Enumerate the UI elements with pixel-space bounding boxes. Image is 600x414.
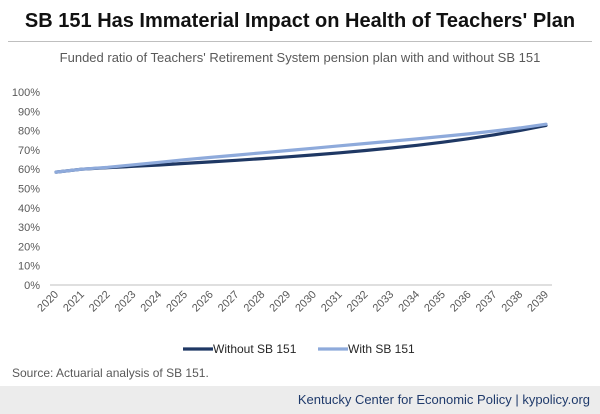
y-tick-label: 50% (18, 184, 40, 196)
x-tick-label: 2022 (87, 289, 113, 315)
x-tick-label: 2028 (242, 289, 268, 315)
y-tick-label: 20% (18, 241, 40, 253)
chart-title: SB 151 Has Immaterial Impact on Health o… (24, 10, 576, 32)
x-tick-label: 2032 (345, 289, 371, 315)
x-tick-label: 2034 (396, 289, 422, 315)
x-tick-label: 2036 (448, 289, 474, 315)
x-tick-label: 2027 (216, 289, 242, 315)
footer-bar: Kentucky Center for Economic Policy | ky… (0, 386, 600, 414)
y-tick-label: 0% (24, 280, 40, 292)
x-tick-label: 2031 (319, 289, 345, 315)
x-tick-label: 2025 (164, 289, 190, 315)
line-chart: 0%10%20%30%40%50%60%70%80%90%100% 2020 20… (12, 87, 552, 356)
x-axis-ticks: 2020 2021 2022 2023 2024 2025 2026 2027 2028 2029… (35, 289, 551, 315)
x-tick-label: 2023 (113, 289, 139, 315)
source-note: Source: Actuarial analysis of SB 151. (12, 366, 209, 380)
x-tick-label: 2020 (35, 289, 61, 315)
title-divider (8, 41, 592, 42)
y-tick-label: 80% (18, 126, 40, 138)
series-lines (54, 122, 548, 174)
x-tick-label: 2039 (525, 289, 551, 315)
x-tick-label: 2026 (190, 289, 216, 315)
y-tick-label: 100% (12, 87, 40, 99)
x-tick-label: 2021 (61, 289, 87, 315)
footer-credit: Kentucky Center for Economic Policy | ky… (297, 392, 590, 407)
series-line-without-sb151 (54, 123, 548, 174)
legend-label-without: Without SB 151 (213, 342, 297, 356)
chart-subtitle: Funded ratio of Teachers' Retirement Sys… (59, 50, 541, 65)
y-axis-ticks: 0% 10% 20% 30% 40% 50% 60% 70% 80% 90% 100% (12, 87, 40, 292)
y-tick-label: 70% (18, 145, 40, 157)
y-tick-label: 90% (18, 106, 40, 118)
x-tick-label: 2035 (422, 289, 448, 315)
x-tick-label: 2038 (500, 289, 526, 315)
legend-label-with: With SB 151 (348, 342, 415, 356)
x-tick-label: 2037 (474, 289, 500, 315)
y-tick-label: 30% (18, 222, 40, 234)
y-tick-label: 60% (18, 164, 40, 176)
legend: Without SB 151 With SB 151 (183, 342, 415, 356)
series-line-with-sb151 (54, 122, 548, 174)
x-tick-label: 2029 (267, 289, 293, 315)
y-tick-label: 10% (18, 261, 40, 273)
x-tick-label: 2033 (371, 289, 397, 315)
x-tick-label: 2030 (293, 289, 319, 315)
y-tick-label: 40% (18, 203, 40, 215)
x-tick-label: 2024 (138, 289, 164, 315)
